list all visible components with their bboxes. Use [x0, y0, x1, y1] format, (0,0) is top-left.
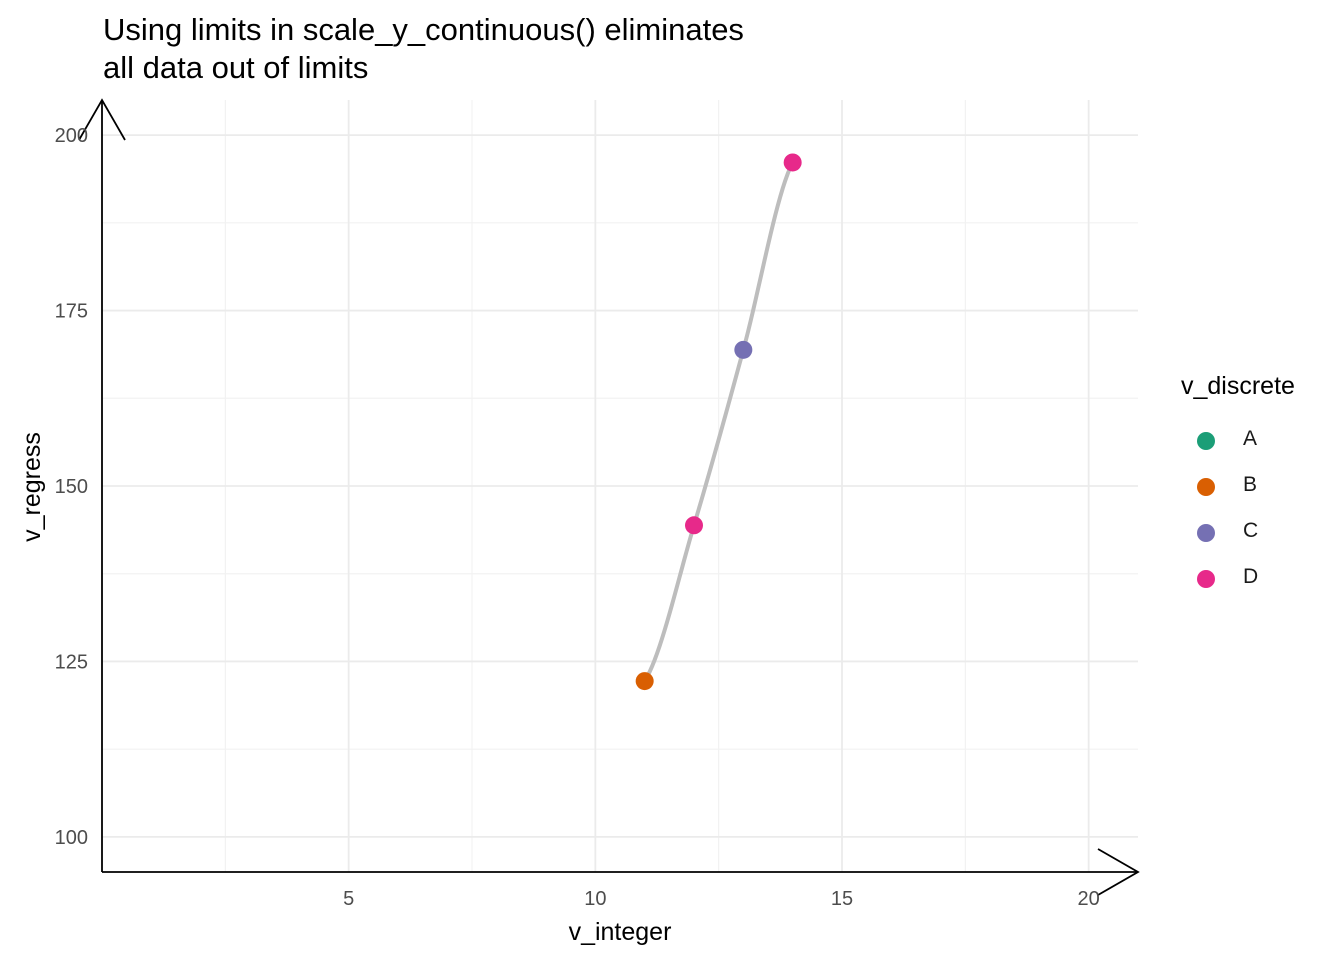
x-axis-arrowhead [1097, 848, 1140, 896]
y-tick-label: 150 [55, 476, 88, 498]
axes-layer [78, 98, 1140, 896]
legend-key-d [1197, 570, 1215, 588]
legend-key-c [1197, 524, 1215, 542]
legend-item-b: B [1181, 471, 1301, 501]
legend-key-a [1197, 432, 1215, 450]
x-axis-label: v_integer [569, 918, 672, 946]
y-tick-label: 125 [55, 651, 88, 673]
legend-key-b [1197, 478, 1215, 496]
y-axis-label: v_regress [18, 432, 46, 542]
legend-title: v_discrete [1181, 372, 1295, 400]
chart-title-line-2: all data out of limits [103, 50, 369, 85]
data-point-3 [734, 340, 753, 359]
major-gridlines [102, 100, 1138, 872]
x-tick-label: 5 [343, 888, 354, 910]
x-tick-label: 10 [584, 888, 606, 910]
tick-labels: 5 10 15 20 100 125 150 175 200 [55, 125, 1100, 910]
x-tick-label: 20 [1078, 888, 1100, 910]
legend-label-b: B [1243, 473, 1258, 496]
legend-label-a: A [1243, 427, 1258, 450]
data-point-2 [685, 516, 703, 535]
legend-item-c: C [1181, 517, 1301, 547]
legend-item-d: D [1181, 563, 1301, 593]
y-tick-label: 175 [55, 301, 88, 323]
chart-title-line-1: Using limits in scale_y_continuous() eli… [103, 12, 744, 47]
smooth-line [642, 160, 795, 684]
series-layer [635, 153, 802, 691]
legend-item-a: A [1181, 425, 1301, 455]
legend-label-d: D [1243, 565, 1259, 588]
legend-label-c: C [1243, 519, 1259, 542]
data-point-1 [635, 672, 654, 691]
legend: v_discrete A B C D [1181, 372, 1295, 588]
y-tick-label: 200 [55, 125, 88, 147]
data-point-4 [783, 153, 802, 172]
x-tick-label: 15 [831, 888, 853, 910]
y-axis-arrowhead [78, 98, 126, 141]
y-tick-label: 100 [55, 827, 88, 849]
